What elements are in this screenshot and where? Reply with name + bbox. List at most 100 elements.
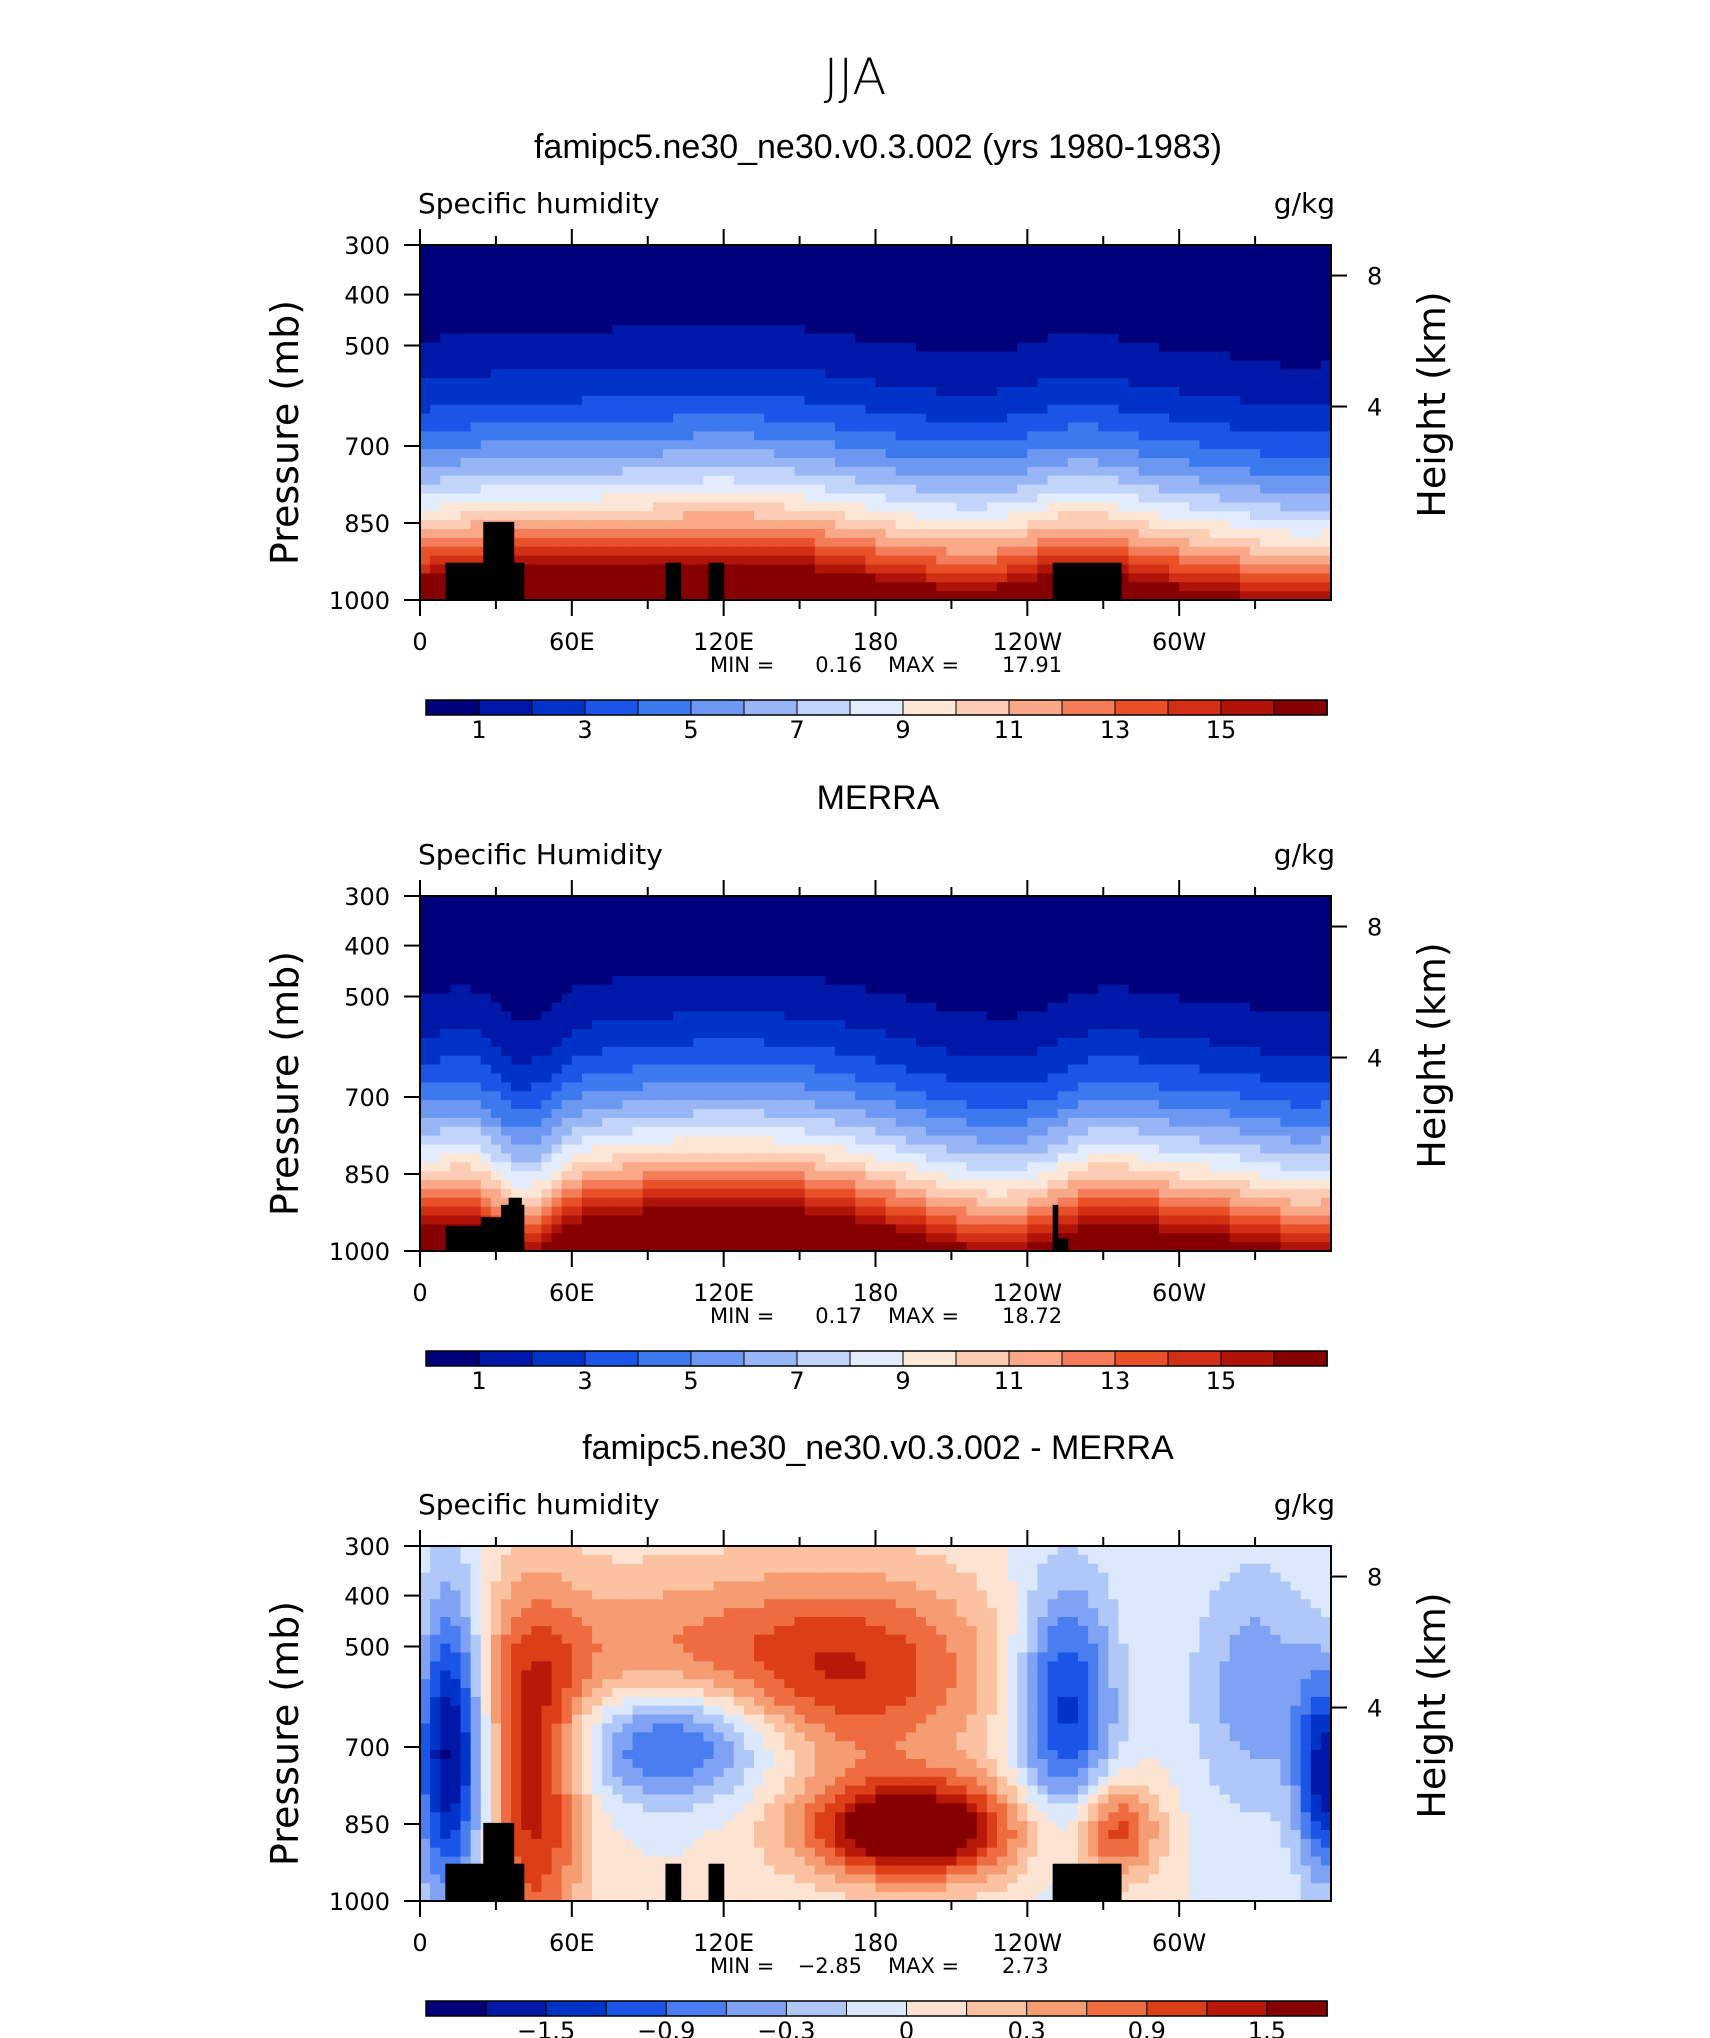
field-cell <box>1260 280 1271 290</box>
field-cell <box>1219 922 1231 933</box>
field-cell <box>1250 351 1261 361</box>
field-cell <box>662 316 674 326</box>
field-cell <box>835 922 846 933</box>
field-cell <box>1007 913 1018 924</box>
field-cell <box>500 1002 512 1012</box>
field-cell <box>440 896 451 906</box>
field-cell <box>946 387 958 397</box>
field-cell <box>784 466 796 477</box>
field-cell <box>743 1011 755 1021</box>
field-cell <box>693 387 705 397</box>
field-cell <box>885 440 897 450</box>
field-cell <box>1088 316 1099 326</box>
field-cell <box>946 896 958 906</box>
field-cell <box>905 529 917 539</box>
field-cell <box>1290 940 1302 950</box>
field-cell <box>511 922 522 933</box>
field-cell <box>521 431 532 441</box>
field-cell <box>531 484 543 495</box>
field-cell <box>703 520 715 530</box>
field-cell <box>500 493 512 503</box>
field-cell <box>592 975 603 986</box>
field-cell <box>1209 993 1221 1004</box>
field-cell <box>936 316 947 326</box>
field-cell <box>845 922 856 933</box>
field-cell <box>703 475 715 486</box>
field-cell <box>1199 378 1211 388</box>
field-cell <box>1310 546 1322 557</box>
field-cell <box>774 949 785 959</box>
field-cell <box>1179 378 1190 388</box>
field-cell <box>511 502 522 512</box>
field-cell <box>581 940 593 950</box>
field-cell <box>511 422 522 432</box>
field-cell <box>612 298 624 308</box>
field-cell <box>1088 493 1099 503</box>
field-cell <box>1310 582 1322 592</box>
field-cell <box>612 307 624 317</box>
field-cell <box>1169 307 1180 317</box>
field-cell <box>581 913 593 924</box>
field-cell <box>581 529 593 539</box>
field-cell <box>1037 466 1049 477</box>
field-cell <box>713 262 725 273</box>
field-cell <box>966 253 978 264</box>
field-cell <box>1290 378 1302 388</box>
field-cell <box>784 975 796 986</box>
field-cell <box>632 520 644 530</box>
panel-1: famipc5.ne30_ne30.v0.3.002 (yrs 1980-198… <box>263 128 1454 744</box>
field-cell <box>1108 360 1120 370</box>
field-cell <box>683 404 694 415</box>
field-cell <box>885 378 897 388</box>
field-cell <box>1007 1011 1018 1021</box>
field-cell <box>500 904 512 915</box>
field-cell <box>571 529 583 539</box>
field-cell <box>713 245 725 255</box>
field-cell <box>794 573 806 583</box>
field-cell <box>521 922 532 933</box>
field-cell <box>642 896 654 906</box>
field-cell <box>450 940 462 950</box>
field-cell <box>683 360 694 370</box>
field-cell <box>976 949 988 959</box>
field-cell <box>1179 913 1190 924</box>
field-cell <box>926 280 937 290</box>
field-cell <box>450 360 462 370</box>
field-cell <box>592 404 603 415</box>
field-cell <box>460 369 472 379</box>
field-cell <box>845 440 856 450</box>
field-cell <box>683 440 694 450</box>
field-cell <box>561 904 573 915</box>
field-cell <box>1219 993 1231 1004</box>
field-cell <box>905 440 917 450</box>
field-cell <box>1138 484 1150 495</box>
field-cell <box>1077 958 1089 968</box>
field-cell <box>1199 958 1211 968</box>
field-cell <box>1229 324 1241 335</box>
field-cell <box>632 307 644 317</box>
field-cell <box>1118 582 1130 592</box>
field-cell <box>764 333 775 344</box>
field-cell <box>430 502 441 512</box>
field-cell <box>1017 253 1028 264</box>
field-cell <box>845 431 856 441</box>
field-cell <box>592 546 603 557</box>
field-cell <box>1229 546 1241 557</box>
field-cell <box>490 475 502 486</box>
field-cell <box>784 404 796 415</box>
field-cell <box>733 431 745 441</box>
field-cell <box>1007 537 1018 548</box>
field-cell <box>602 466 613 477</box>
terrain-column <box>675 562 679 600</box>
field-cell <box>531 387 543 397</box>
field-cell <box>1138 324 1150 335</box>
colorbar-label: 5 <box>683 716 698 744</box>
min-label: MIN = <box>710 653 774 677</box>
field-cell <box>885 949 897 959</box>
field-cell <box>440 395 451 406</box>
field-cell <box>1017 520 1028 530</box>
field-cell <box>602 422 613 432</box>
field-cell <box>1290 573 1302 583</box>
field-cell <box>1128 573 1140 583</box>
